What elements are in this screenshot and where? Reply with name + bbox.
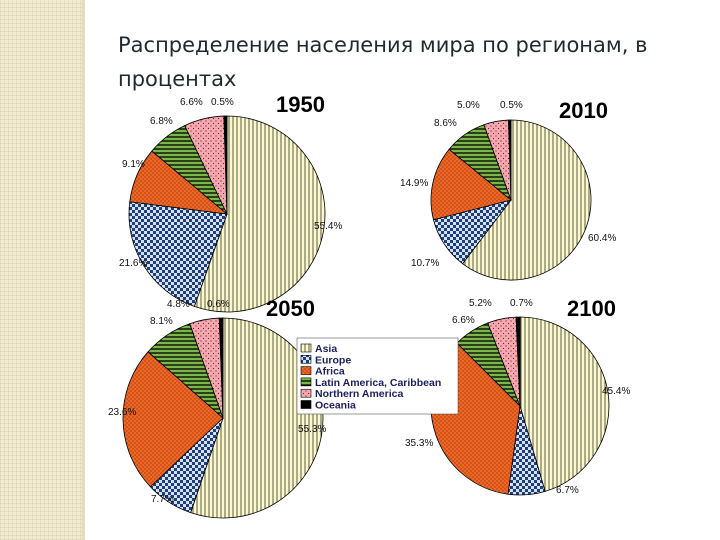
pie-slice-oceania [515,316,521,407]
chart-year-label: 2010 [559,98,608,123]
slice-percent-label: 21.6% [119,258,147,269]
legend-label-asia: Asia [315,343,337,355]
pie-slice-oceania [508,119,512,201]
slide-title: Распределение населения мира по регионам… [118,33,648,91]
slice-percent-label: 7.7% [151,494,174,505]
pie-chart-2050: 2050 55.3% 7.7% 23.6% 8.1% 4.8% 0.6% [108,296,326,519]
legend-label-oceania: Oceania [315,400,356,412]
slice-percent-label: 55.3% [298,424,326,435]
slice-percent-label: 35.3% [405,438,433,449]
slice-percent-label: 5.0% [457,100,480,111]
pie-slice-asia [519,316,610,492]
slice-percent-label: 10.7% [411,258,439,269]
pie-slice-oceania [223,115,228,215]
chart-year-label: 1950 [276,92,325,117]
side-strip-edge [82,0,85,540]
chart-year-label: 2100 [567,296,616,321]
slice-percent-label: 0.6% [207,299,230,310]
slice-percent-label: 0.7% [510,298,533,309]
slice-percent-label: 4.8% [167,299,190,310]
slice-percent-label: 5.2% [469,298,492,309]
legend-box [296,337,459,415]
legend-label-northern-america: Northern America [315,388,403,400]
pie-slice-oceania [218,317,224,419]
slice-percent-label: 8.6% [434,118,457,129]
slice-percent-label: 23.6% [108,407,136,418]
pie-slice-africa [430,148,512,221]
chart-year-label: 2050 [266,296,315,321]
legend-swatch-asia [300,343,312,353]
pie-chart-2010: 2010 60.4% 10.7% 14.9% 8.6%5.0% 0.5% [400,98,616,281]
legend-swatch-northern-america [300,388,312,398]
slice-percent-label: 9.1% [122,159,145,170]
pie-chart-1950: 1950 55.4% 21.6% 9.1% 6.8% 6.6% 0.5% [119,92,342,313]
slice-percent-label: 55.4% [314,221,342,232]
slice-percent-label: 6.6% [180,97,203,108]
legend-swatch-latin-america [300,377,312,387]
slice-percent-label: 8.1% [150,316,173,327]
decorative-side-strip [0,0,82,540]
slice-percent-label: 0.5% [211,97,234,108]
pie-chart-2100: 2100 45.4% 6.7% 35.3% 6.6% 5.2% 0.7% [405,296,630,496]
pie-slice-asia [462,119,592,281]
legend-label-europe: Europe [315,354,351,366]
pie-slice-asia [190,317,324,519]
slice-percent-label: 60.4% [588,233,616,244]
slice-percent-label: 0.5% [500,100,523,111]
slice-percent-label: 14.9% [400,178,428,189]
legend-swatch-africa [300,366,312,375]
legend-swatch-europe [300,354,312,364]
pie-slice-europe [128,201,228,307]
legend-label-latin-america: Latin America, Caribbean [315,377,441,389]
slice-percent-label: 6.6% [452,315,475,326]
pie-slice-africa [122,351,224,488]
legend-label-africa: Africa [315,366,345,378]
legend-swatch-oceania [300,400,312,409]
slice-percent-label: 6.8% [150,116,173,127]
slice-percent-label: 6.7% [556,485,579,496]
slice-percent-label: 45.4% [602,386,630,397]
